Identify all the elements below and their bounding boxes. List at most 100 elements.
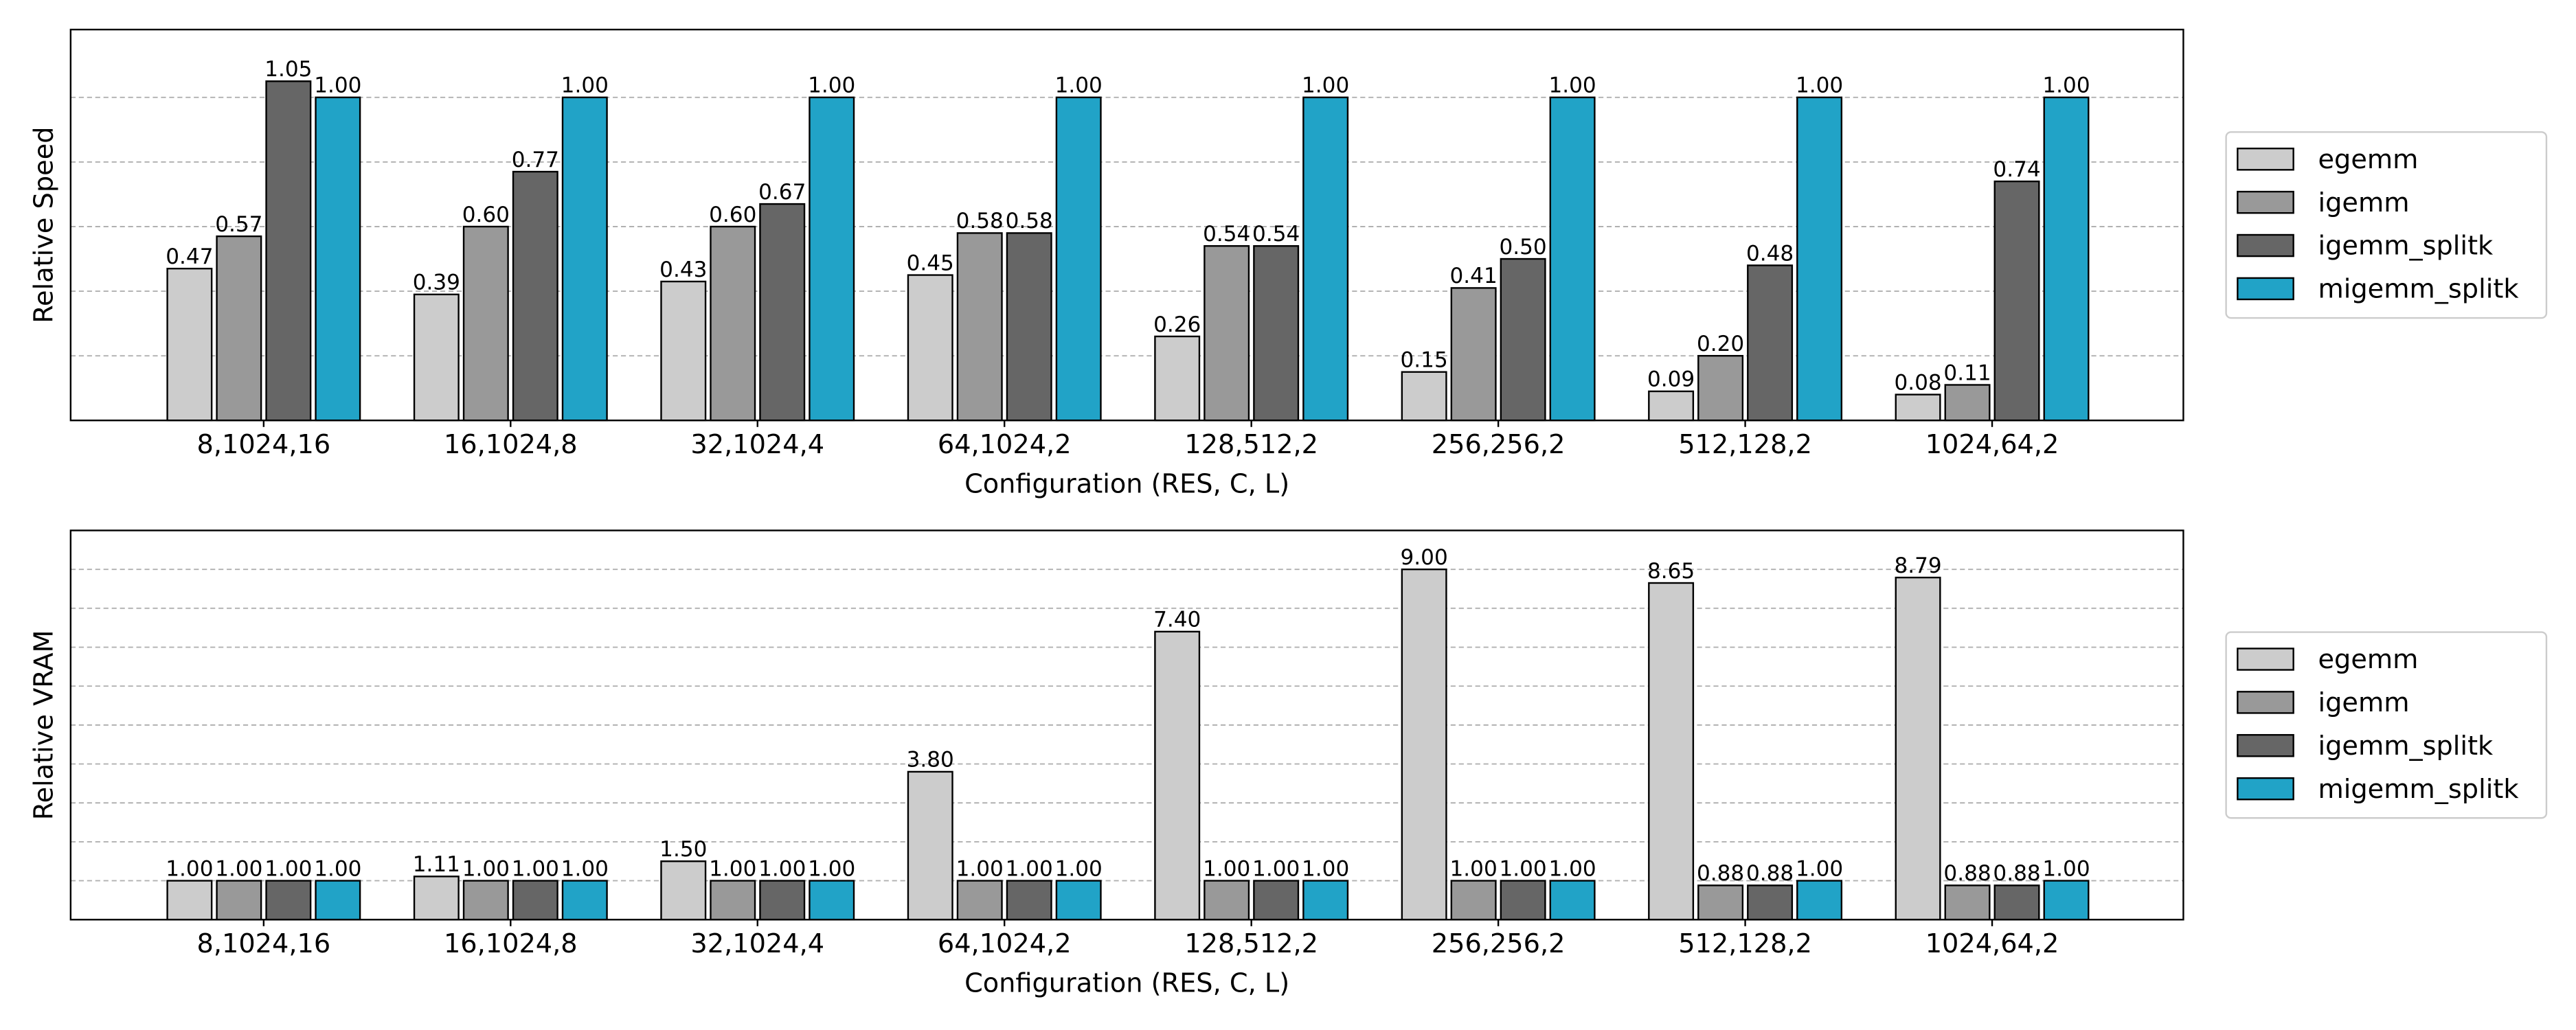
bar — [1154, 630, 1201, 921]
legend-swatch — [2237, 777, 2294, 801]
bar — [265, 880, 312, 921]
bar — [166, 880, 213, 921]
value-label: 0.09 — [1647, 367, 1695, 392]
bar — [216, 880, 262, 921]
chart-panel: 8,1024,160.470.571.051.0016,1024,80.390.… — [29, 28, 2548, 499]
value-label: 9.00 — [1401, 545, 1448, 570]
x-tick-label: 1024,64,2 — [1925, 429, 2059, 460]
legend-swatch — [2237, 648, 2294, 671]
value-label: 0.43 — [659, 258, 707, 282]
value-label: 0.48 — [1746, 241, 1794, 266]
legend-label: migemm_splitk — [2318, 274, 2520, 305]
bar — [1055, 96, 1102, 422]
legend-label: egemm — [2318, 144, 2419, 175]
legend-swatch — [2237, 734, 2294, 757]
bar — [2043, 880, 2090, 921]
value-label: 1.00 — [462, 856, 510, 881]
value-label: 1.00 — [758, 856, 806, 881]
bar — [462, 880, 509, 921]
value-label: 1.00 — [1302, 73, 1349, 98]
bar — [462, 225, 509, 422]
legend: egemm igemm igemm_splitk migemm_splitk — [2225, 631, 2548, 819]
bar — [1401, 568, 1447, 921]
legend-swatch — [2237, 148, 2294, 171]
value-label: 0.60 — [462, 203, 510, 227]
value-label: 1.00 — [1549, 73, 1596, 98]
value-label: 1.00 — [561, 856, 609, 881]
value-label: 0.08 — [1894, 370, 1941, 395]
bar — [660, 280, 707, 422]
bar — [1747, 884, 1794, 921]
bar — [1055, 880, 1102, 921]
bar — [216, 235, 262, 422]
bar — [1450, 287, 1497, 422]
bar — [1549, 880, 1596, 921]
value-label: 0.54 — [1252, 222, 1300, 247]
value-label: 0.57 — [215, 212, 262, 237]
x-tick-label: 32,1024,4 — [690, 928, 824, 959]
value-label: 0.88 — [1993, 861, 2040, 886]
bar — [956, 232, 1003, 422]
x-tick-label: 512,128,2 — [1678, 928, 1812, 959]
value-label: 1.00 — [808, 73, 855, 98]
bar — [561, 880, 608, 921]
x-tick-label: 16,1024,8 — [444, 928, 578, 959]
bar — [166, 267, 213, 422]
x-axis-label: Configuration (RES, C, L) — [964, 468, 1289, 499]
bar — [315, 96, 361, 422]
value-label: 0.60 — [709, 203, 756, 227]
x-tick-label: 1024,64,2 — [1925, 928, 2059, 959]
value-label: 1.00 — [808, 856, 855, 881]
y-axis-label: Relative Speed — [29, 126, 60, 323]
x-tick-label: 8,1024,16 — [197, 928, 331, 959]
bar — [413, 876, 460, 921]
bar — [315, 880, 361, 921]
bar — [1549, 96, 1596, 422]
bar — [561, 96, 608, 422]
bar — [1302, 880, 1349, 921]
axes-frame — [69, 28, 2184, 422]
value-label: 1.00 — [1055, 856, 1103, 881]
x-axis-label: Configuration (RES, C, L) — [964, 968, 1289, 999]
x-tick-label: 64,1024,2 — [938, 928, 1072, 959]
value-label: 1.00 — [1500, 856, 1547, 881]
legend-swatch — [2237, 233, 2294, 258]
bar — [809, 96, 855, 422]
bar — [1648, 390, 1695, 422]
value-label: 0.67 — [758, 180, 806, 205]
legend-label: igemm — [2318, 687, 2410, 718]
value-label: 0.74 — [1993, 157, 2040, 182]
bar — [710, 225, 756, 422]
value-label: 1.00 — [1549, 856, 1596, 881]
value-label: 1.00 — [512, 856, 559, 881]
value-label: 1.00 — [2042, 73, 2090, 98]
bar — [1204, 245, 1250, 422]
value-label: 1.00 — [2042, 856, 2090, 881]
bar — [1302, 96, 1349, 422]
value-label: 1.00 — [1055, 73, 1103, 98]
bar — [1500, 258, 1546, 422]
value-label: 7.40 — [1153, 608, 1201, 632]
bar — [413, 293, 460, 422]
bar — [1895, 576, 1941, 921]
bar — [759, 880, 806, 921]
value-label: 8.79 — [1894, 553, 1941, 578]
bar — [1796, 880, 1843, 921]
value-label: 0.50 — [1500, 235, 1547, 260]
value-label: 0.15 — [1401, 348, 1448, 373]
bar — [907, 770, 953, 921]
bar — [1648, 582, 1695, 921]
value-label: 0.77 — [512, 148, 559, 172]
legend-label: igemm — [2318, 187, 2410, 218]
value-label: 0.88 — [1943, 861, 1991, 886]
value-label: 1.00 — [1252, 856, 1300, 881]
legend-swatch — [2237, 277, 2294, 301]
x-tick-label: 128,512,2 — [1184, 928, 1318, 959]
value-label: 3.80 — [907, 748, 954, 772]
value-label: 1.00 — [709, 856, 756, 881]
value-label: 1.00 — [166, 856, 213, 881]
x-tick-label: 128,512,2 — [1184, 429, 1318, 460]
bar — [512, 170, 558, 422]
bar — [1450, 880, 1497, 921]
